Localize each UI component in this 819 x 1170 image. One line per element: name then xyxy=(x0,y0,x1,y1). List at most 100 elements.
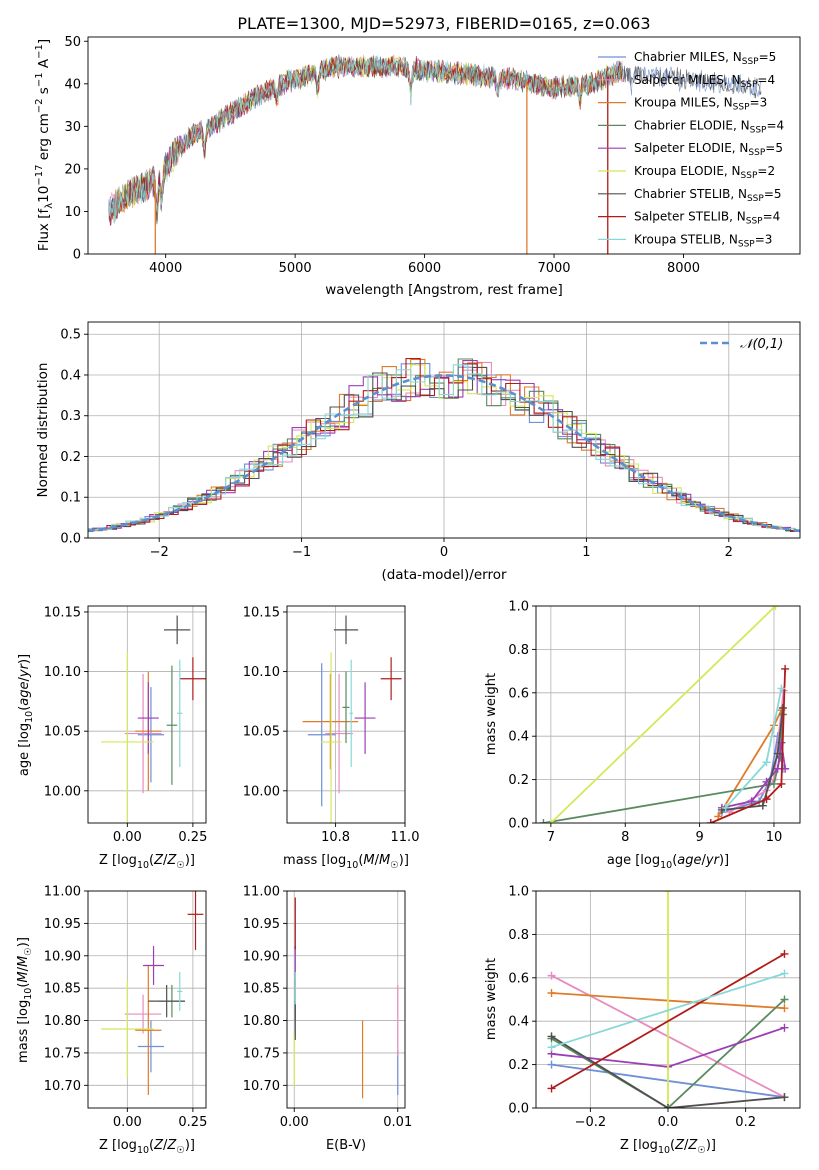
errorbar-chabrier-miles xyxy=(137,1020,165,1073)
legend-label-salpeter-miles: Salpeter MILES, NSSP=4 xyxy=(634,73,775,90)
y-tick-label: 0.6 xyxy=(508,686,529,701)
y-tick-label: 1.0 xyxy=(508,885,529,900)
series-kroupa-elodie xyxy=(664,891,672,1108)
series-marker xyxy=(747,797,756,806)
y-tick-label: 0.3 xyxy=(60,409,81,424)
histogram-kroupa-elodie xyxy=(88,364,800,533)
mass-vs-ebv-grid xyxy=(287,890,405,1108)
age-vs-z-axes-frame xyxy=(87,605,207,824)
y-tick-label: 10.75 xyxy=(44,1046,81,1061)
y-tick-label: 10.95 xyxy=(44,917,81,932)
y-tick-label: 50 xyxy=(64,35,81,50)
histogram-salpeter-stelib xyxy=(88,358,800,533)
y-tick-label: 10.95 xyxy=(243,917,280,932)
legend-label-chabrier-miles: Chabrier MILES, NSSP=5 xyxy=(634,50,776,67)
series-marker xyxy=(780,1004,789,1013)
y-tick-label: 0.2 xyxy=(60,450,81,465)
legend-subscript: SSP xyxy=(741,171,758,181)
y-tick-label: 10.85 xyxy=(44,982,81,997)
spectrum-line-chabrier-miles xyxy=(108,54,762,220)
x-tick-label: 4000 xyxy=(149,261,182,276)
errorbar-kroupa-miles xyxy=(135,965,162,1096)
errorbar-kroupa-elodie xyxy=(101,980,154,1078)
series-line xyxy=(551,953,785,1090)
age-vs-mass-x-label: mass [log10(M/M☉)] xyxy=(283,853,409,871)
age-vs-z-panel: 0.00 0.25 10.00 10.05 10.10 10.15 Z [log10(Z/… xyxy=(17,605,207,871)
series-marker xyxy=(547,971,556,980)
series-marker xyxy=(773,764,782,773)
legend-subscript: SSP xyxy=(742,57,759,67)
y-tick-label: 0.4 xyxy=(508,730,529,745)
series-marker xyxy=(547,1032,556,1041)
errorbar-salpeter-stelib xyxy=(179,657,206,701)
series-chabrier-stelib xyxy=(547,1032,789,1108)
series-marker xyxy=(781,664,790,673)
errorbar-salpeter-stelib xyxy=(380,657,402,701)
y-tick-label: 0 xyxy=(73,248,81,263)
errorbar-kroupa-miles xyxy=(302,673,359,770)
age-vs-mass-axes-frame xyxy=(286,605,406,824)
y-tick-label: 10.15 xyxy=(44,605,81,620)
mass-vs-z-grid xyxy=(88,890,206,1108)
legend-subscript: SSP xyxy=(738,239,755,249)
x-tick-label: −0.2 xyxy=(575,1115,607,1130)
mass-vs-z-plot-area xyxy=(101,891,204,1096)
spectrum-line-kroupa-stelib xyxy=(108,55,623,222)
residuals-ticks: −2 −1 0 1 2 0.0 0.1 0.2 0.3 0.4 0.5 xyxy=(60,328,733,560)
legend-label-chabrier-stelib: Chabrier STELIB, NSSP=5 xyxy=(634,187,782,204)
age-vs-z-x-label: Z [log10(Z/Z☉)] xyxy=(99,853,195,871)
legend-count: =3 xyxy=(750,96,768,110)
errorbar-kroupa-stelib xyxy=(177,971,183,1011)
series-line xyxy=(551,1035,785,1108)
y-tick-label: 20 xyxy=(64,162,81,177)
x-tick-label: −2 xyxy=(150,545,169,560)
series-marker xyxy=(664,1104,672,1108)
y-tick-label: 10.80 xyxy=(243,1014,280,1029)
x-tick-label: 0.00 xyxy=(113,1115,142,1130)
series-line xyxy=(550,606,777,823)
massweight-vs-z-panel: −0.2 0.0 0.2 0.0 0.2 0.4 0.6 0.8 1.0 Z [log10(Z/… xyxy=(484,885,801,1156)
residuals-x-label: (data-model)/error xyxy=(381,567,507,583)
massweight-vs-z-x-label: Z [log10(Z/Z☉)] xyxy=(620,1138,716,1156)
legend-count: =4 xyxy=(757,73,775,87)
series-marker xyxy=(547,1043,556,1052)
legend-count: =5 xyxy=(759,50,777,64)
y-tick-label: 0.8 xyxy=(508,643,529,658)
series-marker xyxy=(547,1084,556,1093)
y-tick-label: 10.10 xyxy=(243,665,280,680)
y-tick-label: 10.00 xyxy=(243,784,280,799)
series-salpeter-stelib xyxy=(547,949,789,1093)
spectrum-panel: 4000 5000 6000 7000 8000 0 10 20 30 40 50 Chabrier… xyxy=(34,35,801,298)
y-tick-label: 0.0 xyxy=(508,1102,529,1117)
histogram-kroupa-stelib xyxy=(88,364,800,532)
y-tick-label: 0.8 xyxy=(508,928,529,943)
legend-count: =4 xyxy=(763,210,781,224)
x-tick-label: 0.2 xyxy=(735,1115,756,1130)
legend-label-kroupa-miles: Kroupa MILES, NSSP=3 xyxy=(634,96,767,113)
errorbar-kroupa-elodie xyxy=(101,652,154,823)
y-tick-label: 10.75 xyxy=(243,1046,280,1061)
y-tick-label: 10 xyxy=(64,205,81,220)
y-tick-label: 10.90 xyxy=(243,949,280,964)
series-marker xyxy=(762,795,771,804)
series-marker xyxy=(777,684,786,693)
spectrum-y-label: Flux [fλ10−17 erg cm−2 s−1 A−1] xyxy=(34,39,55,251)
series-marker xyxy=(780,949,789,958)
y-tick-label: 1.0 xyxy=(508,600,529,615)
errorbar-salpeter-elodie xyxy=(137,682,159,754)
x-tick-label: 2 xyxy=(725,545,733,560)
mass-vs-z-x-label: Z [log10(Z/Z☉)] xyxy=(99,1138,195,1156)
series-marker xyxy=(664,891,672,895)
massweight-vs-age-axes-frame xyxy=(535,605,801,824)
age-vs-z-y-label: age [log10(age/yr)] xyxy=(17,654,35,776)
x-tick-label: 8000 xyxy=(667,261,700,276)
histogram-chabrier-stelib xyxy=(88,366,800,534)
legend-subscript: SSP xyxy=(741,80,758,90)
x-tick-label: 0 xyxy=(440,545,448,560)
y-tick-label: 10.90 xyxy=(44,949,81,964)
spectrum-x-label: wavelength [Angstrom, rest frame] xyxy=(325,282,563,298)
errorbar-salpeter-miles xyxy=(124,673,162,794)
y-tick-label: 10.80 xyxy=(44,1014,81,1029)
massweight-vs-age-x-label: age [log10(age/yr)] xyxy=(607,853,729,871)
